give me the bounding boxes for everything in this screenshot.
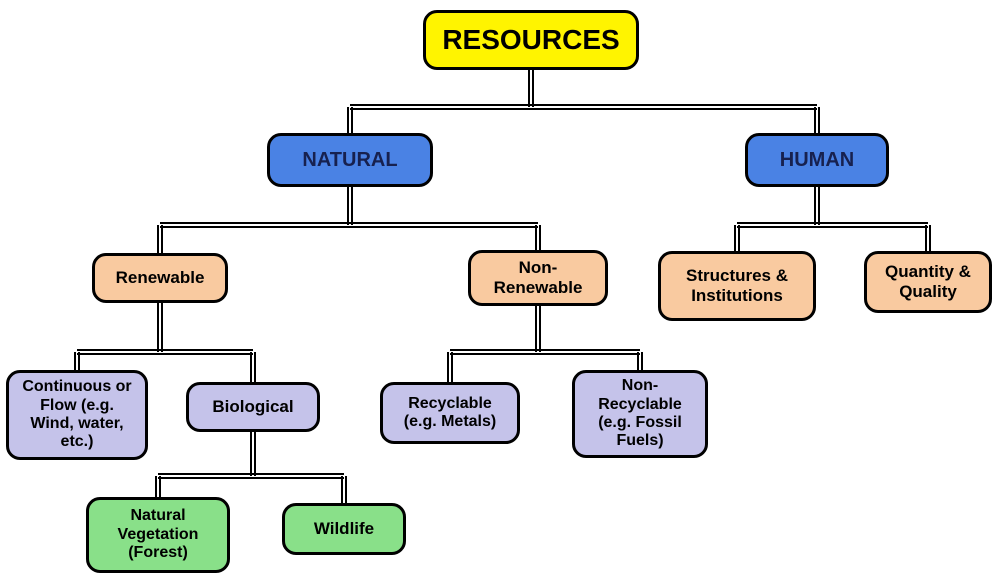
node-renewable: Renewable (92, 253, 228, 303)
node-label: Wildlife (314, 519, 374, 539)
node-label: RESOURCES (442, 24, 619, 56)
node-natural: NATURAL (267, 133, 433, 187)
node-label: Recyclable (e.g. Metals) (391, 395, 509, 432)
node-label: Quantity & Quality (875, 262, 981, 301)
node-label: Structures & Institutions (669, 266, 805, 305)
node-wildlife: Wildlife (282, 503, 406, 555)
node-label: Non-Renewable (479, 258, 597, 297)
node-continuous: Continuous or Flow (e.g. Wind, water, et… (6, 370, 148, 460)
node-recyclable: Recyclable (e.g. Metals) (380, 382, 520, 444)
node-label: Natural Vegetation (Forest) (97, 507, 219, 562)
node-label: Biological (212, 397, 293, 417)
node-label: NATURAL (302, 149, 397, 172)
node-quantity: Quantity & Quality (864, 251, 992, 313)
node-structures: Structures & Institutions (658, 251, 816, 321)
node-non-recyclable: Non-Recyclable (e.g. Fossil Fuels) (572, 370, 708, 458)
node-resources: RESOURCES (423, 10, 639, 70)
node-label: Renewable (116, 268, 205, 288)
node-non-renewable: Non-Renewable (468, 250, 608, 306)
node-human: HUMAN (745, 133, 889, 187)
node-label: Continuous or Flow (e.g. Wind, water, et… (17, 378, 137, 452)
node-label: HUMAN (780, 149, 854, 172)
node-label: Non-Recyclable (e.g. Fossil Fuels) (583, 377, 697, 451)
node-biological: Biological (186, 382, 320, 432)
node-vegetation: Natural Vegetation (Forest) (86, 497, 230, 573)
